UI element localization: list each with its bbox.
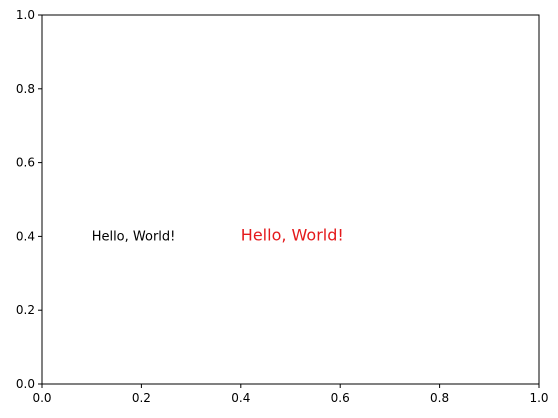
x-tick-label: 0.4 bbox=[231, 391, 250, 405]
x-tick-label: 0.0 bbox=[32, 391, 51, 405]
annotation-text: Hello, World! bbox=[241, 225, 344, 244]
x-axis-ticks: 0.0 0.2 0.4 0.6 0.8 1.0 bbox=[32, 384, 549, 405]
y-tick-label: 0.8 bbox=[16, 82, 35, 96]
y-tick-label: 0.4 bbox=[16, 229, 35, 243]
y-tick-label: 0.0 bbox=[16, 377, 35, 391]
y-axis-ticks: 0.0 0.2 0.4 0.6 0.8 1.0 bbox=[16, 8, 42, 391]
annotations: Hello, World! Hello, World! bbox=[92, 225, 344, 244]
y-tick-label: 1.0 bbox=[16, 8, 35, 22]
y-tick-label: 0.6 bbox=[16, 156, 35, 170]
y-tick-label: 0.2 bbox=[16, 303, 35, 317]
plot-frame bbox=[41, 14, 540, 385]
x-tick-label: 0.8 bbox=[430, 391, 449, 405]
x-tick-label: 1.0 bbox=[529, 391, 548, 405]
x-tick-label: 0.2 bbox=[132, 391, 151, 405]
annotation-text: Hello, World! bbox=[92, 229, 176, 244]
x-tick-label: 0.6 bbox=[331, 391, 350, 405]
